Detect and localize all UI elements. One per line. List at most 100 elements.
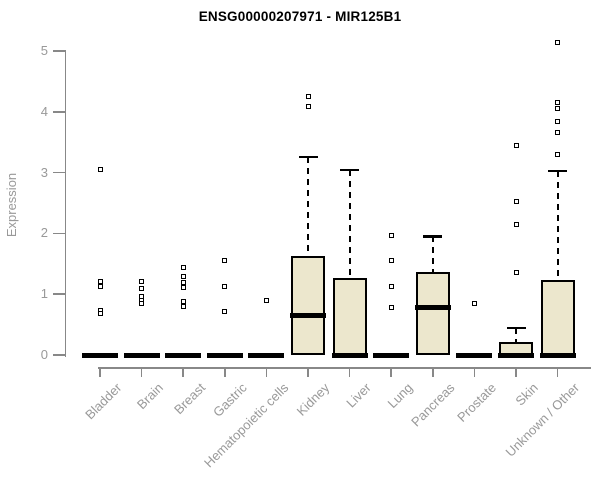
whisker-cap bbox=[298, 155, 318, 159]
outlier-point bbox=[555, 151, 561, 157]
outlier-point bbox=[222, 258, 228, 264]
x-tick-label: Bladder bbox=[82, 380, 125, 423]
outlier-point bbox=[388, 258, 394, 264]
box-rect bbox=[415, 271, 450, 355]
x-axis-line bbox=[98, 367, 591, 369]
median-line bbox=[206, 352, 243, 358]
x-tick-label: Unknown / Other bbox=[502, 380, 583, 460]
median-line bbox=[498, 352, 534, 358]
y-tick-mark bbox=[53, 171, 66, 174]
x-tick-label: Brain bbox=[134, 380, 167, 413]
outlier-point bbox=[513, 198, 519, 204]
outlier-point bbox=[180, 274, 186, 280]
whisker-line bbox=[515, 328, 517, 343]
y-tick-mark bbox=[53, 50, 66, 52]
whisker-line bbox=[431, 236, 434, 272]
outlier-point bbox=[555, 129, 561, 135]
whisker-line bbox=[556, 170, 559, 281]
x-tick-mark bbox=[473, 367, 476, 377]
x-tick-mark bbox=[265, 367, 268, 377]
y-tick-label: 0 bbox=[40, 347, 48, 362]
median-line bbox=[165, 352, 202, 358]
outlier-point bbox=[388, 305, 394, 311]
x-tick-label: Skin bbox=[512, 380, 541, 409]
x-tick-mark bbox=[515, 367, 517, 377]
x-tick-label: Prostate bbox=[454, 380, 500, 425]
chart-title: ENSG00000207971 - MIR125B1 bbox=[198, 9, 402, 24]
y-tick-label: 3 bbox=[40, 164, 48, 180]
box-rect bbox=[332, 277, 367, 355]
outlier-point bbox=[180, 279, 186, 285]
outlier-point bbox=[180, 264, 186, 270]
outlier-point bbox=[97, 167, 103, 173]
x-tick-label: Pancreas bbox=[407, 380, 458, 430]
median-line bbox=[414, 305, 451, 311]
x-tick-label: Breast bbox=[170, 380, 208, 418]
x-tick-mark bbox=[348, 367, 351, 377]
y-tick-label: 2 bbox=[40, 225, 48, 241]
outlier-point bbox=[555, 99, 561, 105]
x-tick-mark bbox=[224, 367, 226, 377]
whisker-cap bbox=[506, 326, 526, 330]
outlier-point bbox=[388, 284, 394, 290]
y-tick-label: 1 bbox=[40, 286, 48, 302]
outlier-point bbox=[97, 278, 103, 284]
whisker-line bbox=[348, 170, 351, 278]
y-tick-label: 5 bbox=[40, 43, 48, 58]
y-axis-line bbox=[64, 51, 66, 357]
outlier-point bbox=[97, 284, 103, 290]
x-tick-mark bbox=[390, 367, 392, 377]
x-tick-label: Kidney bbox=[293, 380, 333, 419]
whisker-cap bbox=[423, 235, 443, 238]
outlier-point bbox=[513, 142, 519, 148]
median-line bbox=[123, 352, 160, 358]
outlier-point bbox=[139, 301, 145, 307]
x-tick-label: Liver bbox=[343, 380, 375, 411]
x-tick-mark bbox=[307, 367, 309, 377]
outlier-point bbox=[555, 106, 561, 112]
x-tick-mark bbox=[182, 367, 184, 377]
outlier-point bbox=[97, 311, 103, 317]
outlier-point bbox=[222, 284, 228, 290]
y-tick-mark bbox=[53, 354, 66, 356]
box-rect bbox=[291, 255, 325, 355]
outlier-point bbox=[305, 94, 311, 100]
outlier-point bbox=[555, 39, 561, 45]
y-tick-mark bbox=[53, 111, 66, 113]
whisker-cap bbox=[548, 169, 568, 173]
outlier-point bbox=[388, 232, 394, 238]
box-rect bbox=[540, 280, 575, 355]
outlier-point bbox=[555, 119, 561, 125]
median-line bbox=[248, 352, 285, 358]
y-tick-mark bbox=[53, 293, 66, 295]
outlier-point bbox=[180, 298, 186, 304]
median-line bbox=[539, 352, 576, 358]
whisker-cap bbox=[340, 168, 360, 172]
x-tick-label: Gastric bbox=[209, 380, 250, 420]
x-tick-mark bbox=[99, 367, 101, 377]
outlier-point bbox=[305, 104, 311, 110]
median-line bbox=[82, 352, 118, 358]
x-tick-mark bbox=[140, 367, 143, 377]
outlier-point bbox=[180, 285, 186, 290]
y-tick-label: 4 bbox=[40, 103, 48, 119]
y-tick-mark bbox=[53, 232, 66, 235]
outlier-point bbox=[139, 278, 145, 284]
median-line bbox=[290, 312, 326, 318]
y-axis-label: Expression bbox=[4, 172, 19, 238]
whisker-line bbox=[307, 156, 309, 256]
x-tick-mark bbox=[556, 367, 559, 377]
x-tick-label: Lung bbox=[384, 380, 416, 412]
median-line bbox=[331, 352, 368, 358]
outlier-point bbox=[263, 297, 269, 303]
outlier-point bbox=[513, 221, 519, 227]
outlier-point bbox=[222, 309, 228, 315]
outlier-point bbox=[471, 300, 477, 306]
outlier-point bbox=[139, 286, 145, 292]
median-line bbox=[456, 352, 493, 358]
outlier-point bbox=[180, 304, 186, 310]
x-tick-mark bbox=[432, 367, 434, 377]
outlier-point bbox=[513, 270, 519, 276]
median-line bbox=[373, 352, 410, 358]
